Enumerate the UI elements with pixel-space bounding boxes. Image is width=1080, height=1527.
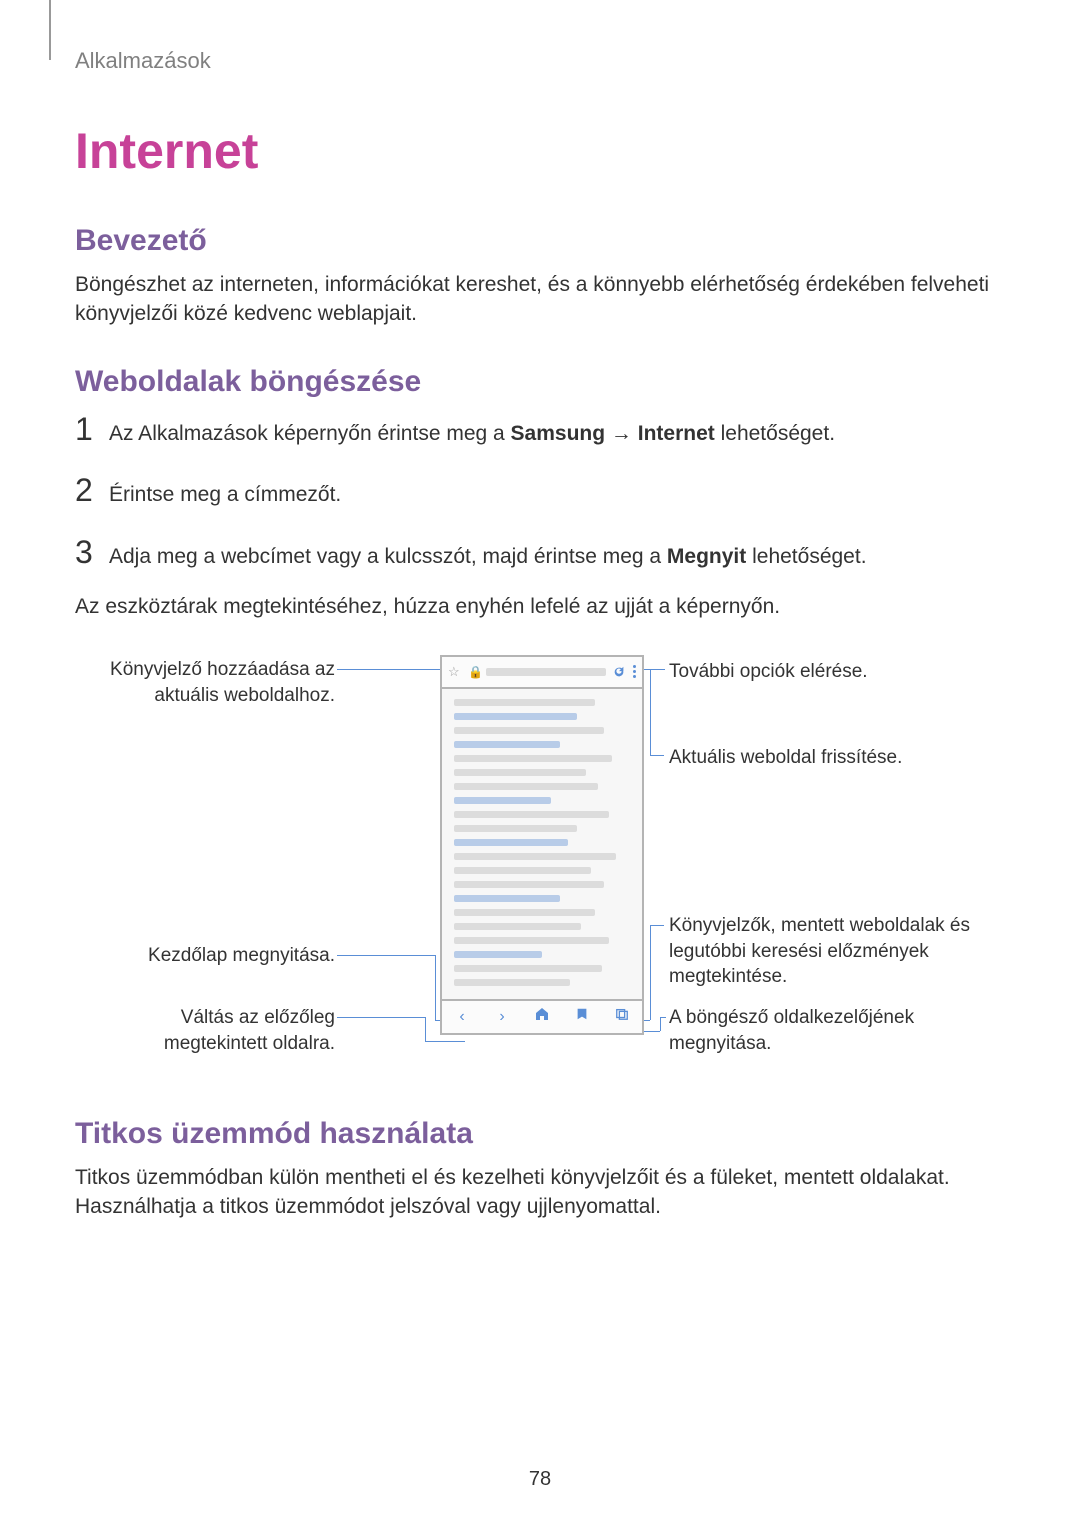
step-number: 3 [75,534,109,571]
page-title: Internet [75,122,1005,180]
step-number: 1 [75,411,109,448]
section-secret-body: Titkos üzemmódban külön mentheti el és k… [75,1163,1005,1222]
callout-line [337,955,435,956]
callout-line [435,955,436,1020]
callout-line [337,669,449,670]
step-list: 1 Az Alkalmazások képernyőn érintse meg … [75,411,1005,571]
back-icon: ‹ [453,1008,471,1026]
step-item: 1 Az Alkalmazások képernyőn érintse meg … [75,411,1005,448]
bottom-nav: ‹ › [442,999,642,1033]
mock-page-body [442,689,642,1001]
callout-home: Kezdőlap megnyitása. [75,943,335,969]
step-text-part: → [605,422,638,445]
step-item: 2 Érintse meg a címmezőt. [75,472,1005,509]
section-secret-title: Titkos üzemmód használata [75,1117,1005,1151]
step-text: Adja meg a webcímet vagy a kulcsszót, ma… [109,542,867,571]
section-intro-body: Böngészhet az interneten, információkat … [75,270,1005,329]
callout-line [650,669,651,755]
phone-mockup: ☆ 🔒 [440,655,644,1035]
step-text: Az Alkalmazások képernyőn érintse meg a … [109,419,835,448]
callout-back: Váltás az előzőleg megtekintett oldalra. [75,1005,335,1056]
browser-diagram: Könyvjelző hozzáadása az aktuális webold… [75,647,1005,1077]
callout-tab-manager: A böngésző oldalkezelőjének megnyitása. [669,1005,989,1056]
after-steps-text: Az eszköztárak megtekintéséhez, húzza en… [75,595,1005,619]
step-text-part: Az Alkalmazások képernyőn érintse meg a [109,422,511,445]
step-number: 2 [75,472,109,509]
url-field [486,668,606,676]
callout-line [650,925,664,926]
callout-line [650,925,651,1020]
callout-line [650,755,664,756]
lock-icon: 🔒 [468,666,480,678]
callout-bookmark-add: Könyvjelző hozzáadása az aktuális webold… [75,657,335,708]
more-icon [632,665,636,678]
section-browsing-title: Weboldalak böngészése [75,365,1005,399]
star-icon: ☆ [448,665,462,679]
address-bar: ☆ 🔒 [442,657,642,689]
step-text-part: lehetőséget. [715,422,835,445]
bookmarks-icon [573,1007,591,1026]
page-content: Alkalmazások Internet Bevezető Böngészhe… [0,0,1080,1222]
step-item: 3 Adja meg a webcímet vagy a kulcsszót, … [75,534,1005,571]
callout-line [425,1041,465,1042]
step-bold: Internet [638,422,715,445]
callout-refresh: Aktuális weboldal frissítése. [669,745,969,771]
page-number: 78 [0,1468,1080,1491]
page-header-rule [49,0,51,60]
refresh-icon [612,665,626,679]
tabs-icon [613,1007,631,1026]
step-bold: Samsung [511,422,606,445]
section-intro-title: Bevezető [75,224,1005,258]
callout-bookmarks: Könyvjelzők, mentett weboldalak és legut… [669,913,1009,990]
forward-icon: › [493,1008,511,1026]
step-text: Érintse meg a címmezőt. [109,480,341,509]
step-bold: Megnyit [667,545,746,568]
home-icon [533,1006,551,1027]
callout-more-options: További opciók elérése. [669,659,969,685]
breadcrumb: Alkalmazások [75,48,1005,74]
callout-line [337,1017,425,1018]
step-text-part: Adja meg a webcímet vagy a kulcsszót, ma… [109,545,667,568]
step-text-part: lehetőséget. [746,545,866,568]
callout-line [425,1017,426,1041]
callout-line [660,1017,661,1031]
